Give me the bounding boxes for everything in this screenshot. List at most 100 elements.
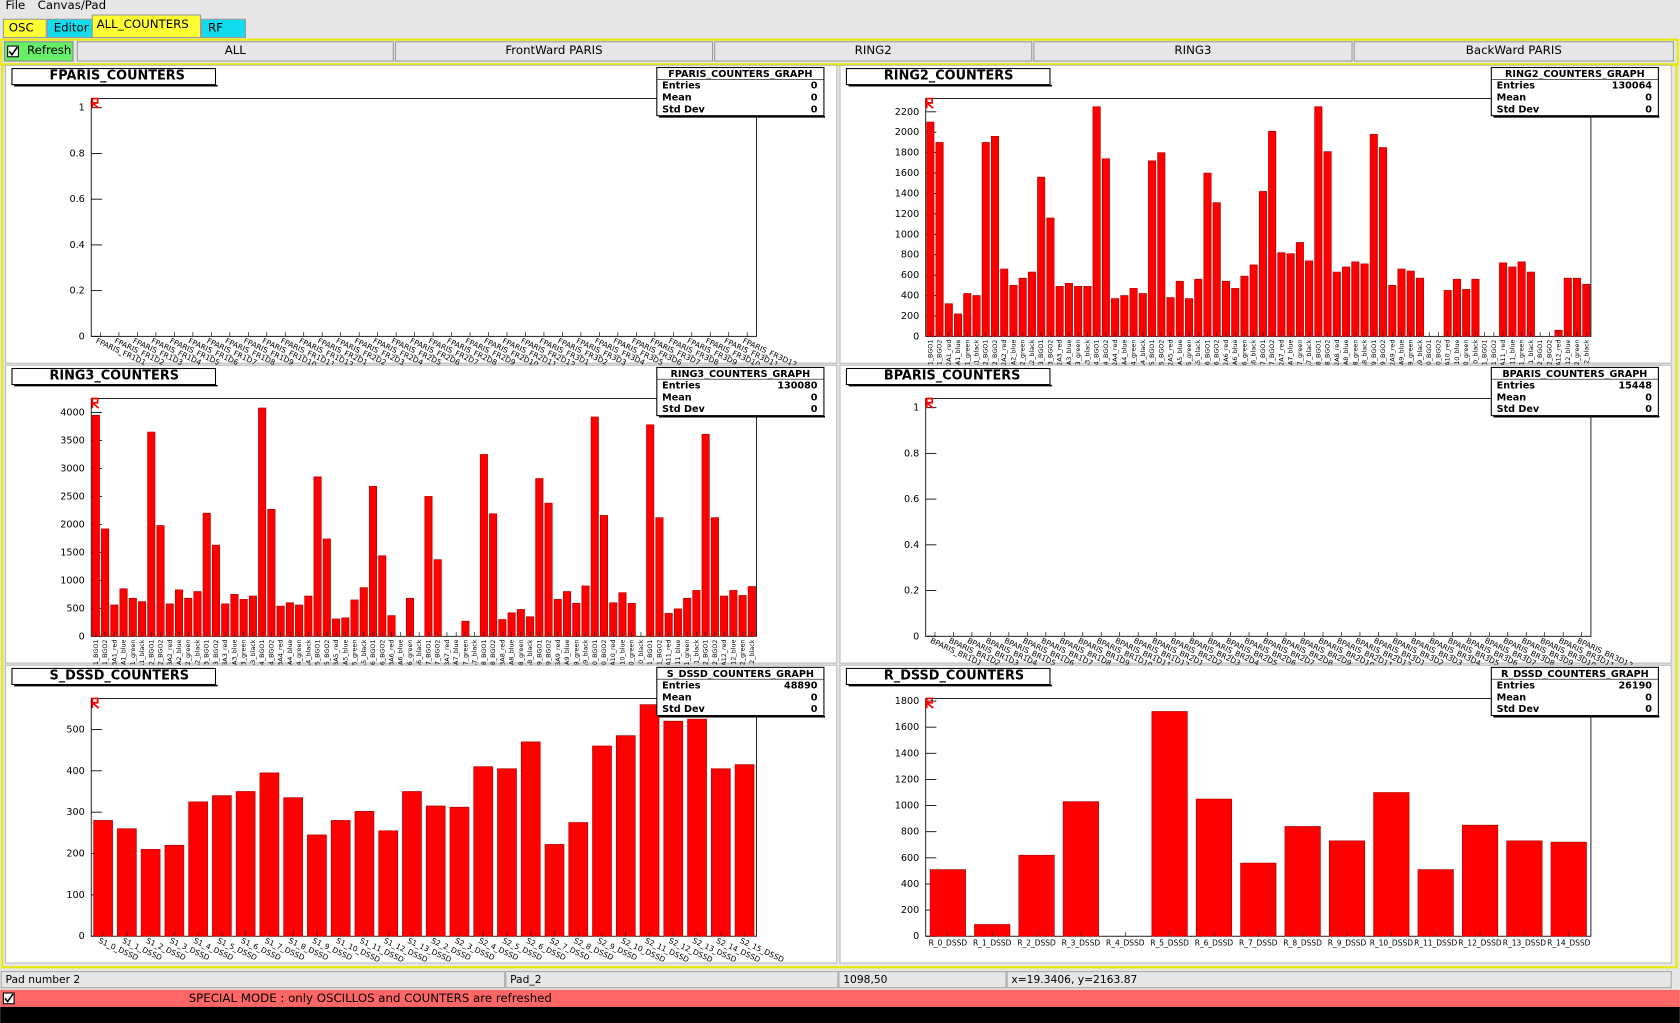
- nav-button-label[interactable]: BackWard PARIS: [1466, 43, 1562, 57]
- bar: [692, 590, 701, 637]
- bar: [1277, 252, 1286, 337]
- bar: [322, 538, 331, 637]
- x-tick-label: R3A8_blue: [508, 639, 516, 673]
- stats-value: 130080: [777, 381, 817, 392]
- stats-title: RING2_COUNTERS_GRAPH: [1505, 69, 1645, 80]
- refresh-button[interactable]: [3, 41, 74, 62]
- tab[interactable]: [2, 18, 47, 39]
- bar: [378, 555, 387, 637]
- y-tick-label: 200: [66, 849, 84, 860]
- bar: [1351, 261, 1360, 337]
- x-tick-label: R3A12_green: [739, 640, 747, 683]
- nav-button-label[interactable]: RING2: [855, 43, 892, 57]
- x-tick-label: R2A12_green: [1573, 340, 1581, 383]
- x-tick-label: R3A7_red: [443, 640, 451, 671]
- plot-frame: [90, 697, 757, 937]
- pad-title: R_DSSD_COUNTERS: [884, 668, 1024, 683]
- tab-label[interactable]: OSC: [9, 20, 34, 34]
- bar: [1064, 282, 1073, 337]
- x-tick-label: R2A1_red: [945, 340, 953, 371]
- stats-value: 0: [1645, 704, 1652, 715]
- y-tick-label: 0: [913, 331, 919, 342]
- pad[interactable]: 00.20.40.60.81BPARIS_BR1D1BPARIS_BR1D2BP…: [839, 364, 1672, 670]
- bar: [1582, 283, 1591, 337]
- stats-value: 0: [1645, 392, 1652, 403]
- bar: [1194, 278, 1203, 337]
- tab-label[interactable]: ALL_COUNTERS: [97, 17, 189, 31]
- y-tick-label: 300: [66, 807, 84, 818]
- pad[interactable]: 0100200300400500S1_0_DSSDS1_1_DSSDS1_2_D…: [4, 664, 838, 964]
- checkbox[interactable]: [2, 992, 15, 1005]
- x-tick-label: R3S12_BGO2: [711, 640, 719, 682]
- nav-button[interactable]: [394, 41, 714, 62]
- bar: [140, 849, 161, 937]
- x-tick-label: R2A3_blue: [1065, 340, 1073, 374]
- x-tick-label: R2S1_BGO1: [926, 340, 934, 378]
- bar: [1508, 266, 1517, 337]
- x-tick-label: R3A10_green: [628, 640, 636, 683]
- bar: [1000, 268, 1009, 337]
- bar: [489, 513, 498, 637]
- x-tick-label: R2A10_red: [1444, 340, 1452, 375]
- stats-label: Std Dev: [662, 104, 705, 115]
- bar: [568, 822, 589, 937]
- refresh-label[interactable]: Refresh: [27, 43, 71, 57]
- pad[interactable]: 0 200 400 600 800 1000 1200 1400 1600 1800 2000 220…: [839, 64, 1672, 383]
- x-tick-label: R3A8_red: [498, 640, 506, 671]
- nav-button[interactable]: [1033, 41, 1353, 62]
- bar: [1415, 277, 1425, 337]
- pad[interactable]: 0 200 400 600 800 1000 1200 1400 1600 1800 R_0_DSS…: [839, 664, 1672, 964]
- nav-button-label[interactable]: FrontWard PARIS: [505, 43, 602, 57]
- bar: [267, 508, 276, 637]
- y-tick-label: 500: [66, 603, 84, 614]
- nav-button-label[interactable]: ALL: [225, 43, 247, 57]
- menu-file[interactable]: File: [6, 0, 26, 12]
- x-tick-label: R_9_DSSD: [1328, 939, 1367, 948]
- tab[interactable]: [201, 18, 247, 39]
- bar: [592, 745, 612, 937]
- bar: [497, 768, 517, 937]
- mode-bar: [0, 989, 1680, 1007]
- x-tick-label: R3A9_blue: [563, 639, 571, 673]
- x-tick-label: R2S1_BGO2: [936, 340, 944, 378]
- menu-canvas[interactable]: Canvas/Pad: [38, 0, 106, 12]
- bar: [1101, 158, 1110, 337]
- bar: [424, 496, 433, 637]
- tab-label[interactable]: Editor: [54, 20, 89, 34]
- buttons: ALL FrontWard PARIS RING2 RING3 BackWard PAR…: [76, 41, 1674, 62]
- bar: [544, 502, 553, 637]
- x-tick-label: R3A6_blue: [397, 639, 405, 673]
- bar: [1258, 191, 1267, 337]
- stats-label: Mean: [1497, 692, 1527, 703]
- pad[interactable]: 00.20.40.60.81FPARIS_FR1D1FPARIS_FR1D2FP…: [4, 64, 838, 369]
- nav-button[interactable]: [1353, 41, 1674, 62]
- y-tick-label: 0.8: [69, 148, 84, 159]
- checkmark: [8, 46, 18, 56]
- nav-button[interactable]: [76, 41, 394, 62]
- nav-button[interactable]: [714, 41, 1033, 62]
- checkbox[interactable]: [7, 45, 19, 58]
- x-tick-label: R_5_DSSD: [1150, 939, 1189, 948]
- x-tick-label: R2S10_BGO1: [1425, 340, 1433, 382]
- x-tick-label: R3A4_red: [277, 640, 285, 671]
- pad-title: FPARIS_COUNTERS: [49, 69, 185, 84]
- x-tick-label: R2A3_red: [1056, 340, 1064, 371]
- x-tick-label: R3A9_black: [582, 639, 590, 676]
- x-tick-label: R3S10_BGO1: [591, 640, 599, 682]
- x-tick-label: R2A5_blue: [1176, 340, 1184, 374]
- y-tick-label: 2000: [895, 127, 920, 138]
- bar: [138, 601, 147, 637]
- x-tick-label: R3A1_green: [129, 640, 137, 679]
- tab-active[interactable]: [91, 14, 202, 39]
- pad[interactable]: 0 500 1000 1500 2000 2500 3000 3500 4000 R3S1_BGO…: [4, 364, 838, 683]
- x-tick-label: R2S8_BGO1: [1314, 340, 1322, 378]
- bar: [609, 602, 618, 637]
- tab-label[interactable]: RF: [208, 20, 223, 34]
- bar: [1138, 293, 1147, 337]
- x-tick-label: R2A4_red: [1111, 340, 1119, 371]
- nav-button-label[interactable]: RING3: [1174, 43, 1211, 57]
- y-tick-label: 0: [79, 931, 85, 942]
- bar: [259, 772, 280, 937]
- bar: [1328, 840, 1366, 937]
